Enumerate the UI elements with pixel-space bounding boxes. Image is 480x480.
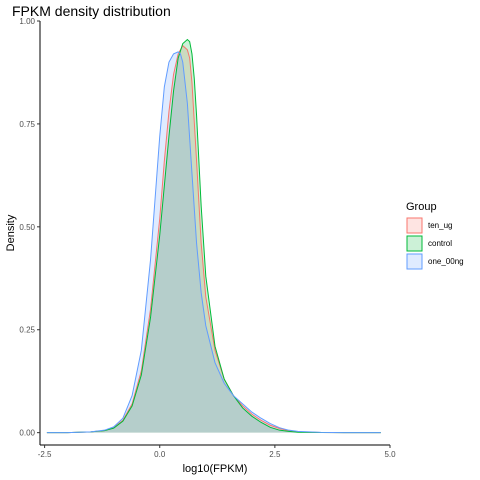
density-area-one-00ng <box>46 51 381 433</box>
x-tick-label: 5.0 <box>384 450 396 459</box>
legend-item-control: control <box>406 235 452 252</box>
x-tick-label: 2.5 <box>269 450 281 459</box>
legend-key-background <box>406 235 423 252</box>
legend-key-swatch <box>406 217 423 234</box>
legend-key-swatch <box>406 253 423 270</box>
density-line-ten-ug <box>46 44 381 434</box>
density-line-one-00ng <box>46 51 381 434</box>
legend-label: one_00ng <box>428 257 464 266</box>
y-tick-label: 0.00 <box>19 429 35 438</box>
legend-title: Group <box>406 201 437 213</box>
y-tick-label: 0.75 <box>19 120 35 129</box>
x-tick-label: 0.0 <box>154 450 166 459</box>
legend-label: control <box>428 239 452 248</box>
density-area-control <box>46 39 381 433</box>
legend-item-ten-ug: ten_ug <box>406 217 452 234</box>
y-axis-title: Density <box>5 214 17 251</box>
y-tick-label: 0.50 <box>19 223 35 232</box>
chart-title: FPKM density distribution <box>12 3 171 19</box>
legend-key-swatch <box>406 235 423 252</box>
legend-key-background <box>406 217 423 234</box>
legend-label: ten_ug <box>428 221 452 230</box>
legend-key-background <box>406 253 423 270</box>
y-tick-label: 1.00 <box>19 17 35 26</box>
x-tick-label: -2.5 <box>38 450 52 459</box>
plot-area <box>46 38 381 434</box>
x-axis-ticks: -2.5 0.0 2.5 5.0 <box>38 445 396 459</box>
density-area-ten-ug <box>46 45 381 433</box>
x-axis-title: log10(FPKM) <box>183 463 248 475</box>
legend-item-one-00ng: one_00ng <box>406 253 464 270</box>
y-tick-label: 0.25 <box>19 326 35 335</box>
density-line-control <box>46 38 381 434</box>
y-axis-ticks: 0.00 0.25 0.50 0.75 1.00 <box>19 17 40 438</box>
